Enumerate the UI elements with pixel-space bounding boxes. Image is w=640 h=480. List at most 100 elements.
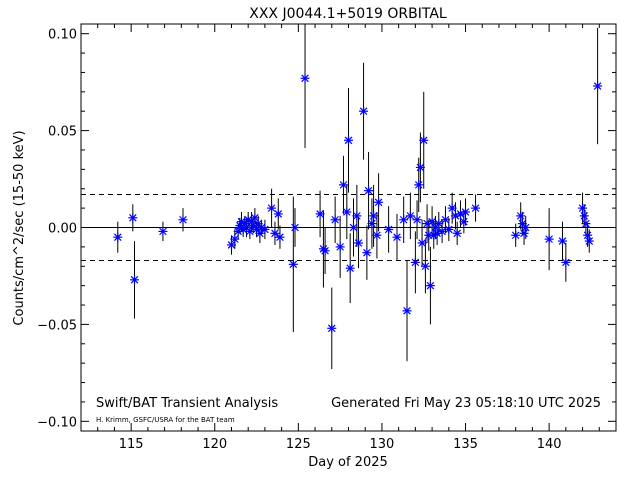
y-tick-label: 0.05 (48, 125, 77, 140)
data-point (583, 230, 593, 240)
data-point-stroke (261, 225, 269, 234)
data-point-stroke (251, 214, 259, 222)
data-point-stroke (271, 229, 279, 238)
data-point-stroke (336, 243, 344, 251)
footer-generated-timestamp: Generated Fri May 23 05:18:10 UTC 2025 (331, 396, 601, 411)
x-axis-label: Day of 2025 (308, 455, 388, 470)
data-point-stroke (545, 235, 553, 243)
data-point-stroke (274, 210, 283, 218)
data-point (544, 234, 554, 244)
data-point-stroke (580, 212, 589, 220)
data-point-stroke (113, 233, 122, 241)
x-tick-label: 120 (202, 437, 227, 452)
data-point-stroke (434, 219, 443, 228)
data-point (459, 217, 469, 227)
data-point (399, 215, 409, 225)
data-point (461, 207, 471, 217)
data-point (255, 228, 265, 238)
data-point (405, 211, 415, 221)
data-point (437, 226, 447, 236)
data-point (578, 203, 588, 213)
data-point-stroke (179, 215, 187, 224)
data-point (517, 219, 527, 229)
data-point-stroke (368, 219, 376, 228)
chart-title: XXX J0044.1+5019 ORBITAL (249, 6, 447, 22)
data-point-stroke (384, 225, 393, 234)
data-point-stroke (441, 215, 450, 224)
data-markers (113, 73, 603, 333)
data-point (230, 234, 240, 244)
x-tick-label: 135 (453, 437, 478, 452)
data-point (290, 223, 300, 232)
data-point (338, 180, 348, 190)
data-point (415, 162, 425, 172)
data-point-stroke (344, 136, 353, 145)
data-point (270, 228, 280, 238)
error-bars (117, 24, 599, 369)
y-tick-label: −0.05 (37, 318, 77, 333)
data-point-stroke (413, 215, 421, 224)
data-point (581, 219, 591, 229)
data-point-stroke (339, 181, 348, 189)
data-point-stroke (593, 82, 602, 90)
data-point (330, 215, 340, 225)
data-point-stroke (518, 219, 527, 228)
data-point (226, 240, 236, 250)
data-point (372, 230, 382, 240)
data-point-stroke (416, 163, 425, 172)
data-point-stroke (353, 212, 361, 220)
data-point (342, 207, 352, 217)
data-point (354, 238, 364, 248)
data-point-stroke (460, 217, 468, 226)
data-point-stroke (331, 215, 339, 224)
data-point (417, 238, 427, 248)
data-point-stroke (349, 223, 358, 232)
data-point (447, 203, 457, 213)
data-point (362, 248, 372, 258)
data-point (344, 135, 353, 145)
data-point-stroke (426, 281, 435, 290)
data-point-stroke (316, 210, 324, 218)
data-point (260, 224, 270, 234)
data-point-stroke (453, 229, 461, 238)
data-point-stroke (346, 264, 354, 272)
data-point-stroke (359, 107, 368, 116)
data-point (521, 223, 531, 232)
data-point (345, 263, 355, 273)
data-point (414, 180, 424, 190)
data-point-stroke (301, 74, 309, 83)
data-point-stroke (418, 239, 426, 247)
data-point (452, 228, 462, 238)
data-point-stroke (267, 204, 276, 212)
y-tick-label: −0.10 (37, 415, 77, 430)
data-point (392, 232, 402, 242)
x-axis-ticks: 115 120 125 130 135 140 (80, 24, 617, 452)
data-point (425, 281, 435, 291)
data-point (128, 213, 138, 223)
data-point-stroke (414, 181, 423, 189)
data-point-stroke (403, 307, 411, 315)
data-point-stroke (583, 231, 592, 240)
footer-credit: H. Krimm, GSFC/USRA for the BAT team (96, 416, 235, 424)
x-tick-label: 130 (370, 437, 395, 452)
reference-lines (81, 194, 616, 261)
y-axis-ticks: −0.10 −0.05 0.00 0.05 0.10 (37, 28, 616, 430)
data-point-stroke (585, 237, 594, 245)
data-point (471, 203, 481, 213)
data-point (267, 203, 277, 213)
data-point-stroke (393, 233, 401, 241)
data-point (367, 219, 377, 229)
data-point (315, 209, 325, 219)
data-point-stroke (327, 324, 336, 333)
data-point-stroke (445, 225, 453, 234)
data-point-stroke (448, 204, 456, 212)
data-point (384, 224, 394, 234)
data-point (584, 236, 594, 246)
data-point-stroke (289, 260, 298, 269)
data-point (288, 259, 298, 269)
data-point (113, 232, 123, 242)
data-point (178, 215, 188, 225)
data-point-stroke (471, 204, 480, 212)
data-point (275, 232, 285, 242)
data-point-stroke (343, 208, 351, 216)
